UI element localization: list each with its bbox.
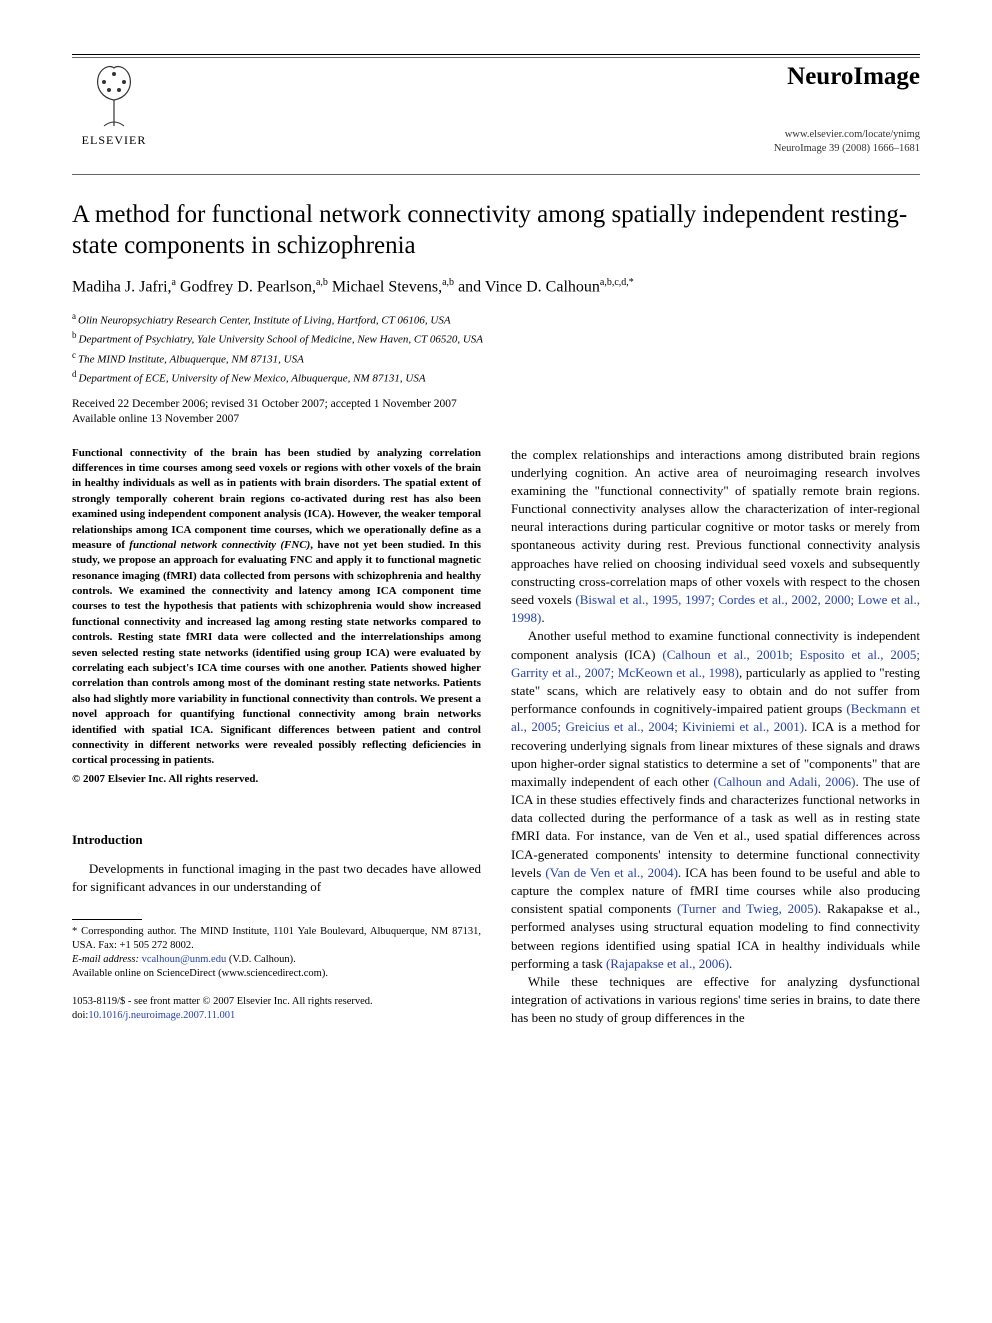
affiliation-item: cThe MIND Institute, Albuquerque, NM 871… xyxy=(72,349,920,368)
journal-citation: NeuroImage 39 (2008) 1666–1681 xyxy=(774,142,920,156)
intro-body: Developments in functional imaging in th… xyxy=(72,860,481,896)
doi-value[interactable]: 10.1016/j.neuroimage.2007.11.001 xyxy=(88,1010,235,1021)
affiliation-item: aOlin Neuropsychiatry Research Center, I… xyxy=(72,310,920,329)
doi-label: doi: xyxy=(72,1010,88,1021)
journal-url: www.elsevier.com/locate/ynimg xyxy=(774,128,920,142)
article-title: A method for functional network connecti… xyxy=(72,199,920,262)
journal-block: NeuroImage www.elsevier.com/locate/ynimg… xyxy=(774,60,920,156)
period-2: . xyxy=(729,956,732,971)
col2-para-3: While these techniques are effective for… xyxy=(511,973,920,1028)
authors-line: Madiha J. Jafri,a Godfrey D. Pearlson,a,… xyxy=(72,276,920,298)
right-column: the complex relationships and interactio… xyxy=(511,446,920,1028)
footnote-sciencedirect: Available online on ScienceDirect (www.s… xyxy=(72,967,481,981)
footnotes: * Corresponding author. The MIND Institu… xyxy=(72,925,481,982)
journal-name: NeuroImage xyxy=(774,60,920,94)
publisher-name: ELSEVIER xyxy=(72,132,156,148)
affiliation-item: dDepartment of ECE, University of New Me… xyxy=(72,368,920,387)
header-rule-top-2 xyxy=(72,57,920,58)
article-dates: Received 22 December 2006; revised 31 Oc… xyxy=(72,397,920,428)
cite-calhoun-adali[interactable]: (Calhoun and Adali, 2006) xyxy=(713,774,855,789)
bottom-block: 1053-8119/$ - see front matter © 2007 El… xyxy=(72,995,481,1023)
copyright-line: © 2007 Elsevier Inc. All rights reserved… xyxy=(72,772,481,787)
cite-rajapakse[interactable]: (Rajapakse et al., 2006) xyxy=(606,956,729,971)
doi-line: doi:10.1016/j.neuroimage.2007.11.001 xyxy=(72,1009,481,1023)
affiliation-item: bDepartment of Psychiatry, Yale Universi… xyxy=(72,329,920,348)
dates-received: Received 22 December 2006; revised 31 Oc… xyxy=(72,397,920,413)
col2-para-2: Another useful method to examine functio… xyxy=(511,627,920,973)
two-column-body: Functional connectivity of the brain has… xyxy=(72,446,920,1028)
footnote-email-label: E-mail address: xyxy=(72,954,139,965)
col2-para-1-text: the complex relationships and interactio… xyxy=(511,447,920,608)
footnote-email-attrib: (V.D. Calhoun). xyxy=(229,954,296,965)
period-1: . xyxy=(541,610,544,625)
affiliations-list: aOlin Neuropsychiatry Research Center, I… xyxy=(72,310,920,387)
intro-heading: Introduction xyxy=(72,831,481,849)
right-body: the complex relationships and interactio… xyxy=(511,446,920,1028)
abstract: Functional connectivity of the brain has… xyxy=(72,446,481,769)
header-rule-bottom xyxy=(72,174,920,175)
col2-para-1: the complex relationships and interactio… xyxy=(511,446,920,628)
front-matter-line: 1053-8119/$ - see front matter © 2007 El… xyxy=(72,995,481,1009)
footnote-email[interactable]: vcalhoun@unm.edu xyxy=(142,954,227,965)
intro-para-1: Developments in functional imaging in th… xyxy=(72,860,481,896)
elsevier-tree-icon xyxy=(82,58,146,130)
page-header: ELSEVIER NeuroImage www.elsevier.com/loc… xyxy=(72,58,920,156)
header-rule-top xyxy=(72,54,920,55)
publisher-block: ELSEVIER xyxy=(72,58,156,148)
cite-turner[interactable]: (Turner and Twieg, 2005) xyxy=(677,901,818,916)
footnote-email-line: E-mail address: vcalhoun@unm.edu (V.D. C… xyxy=(72,953,481,967)
left-column: Functional connectivity of the brain has… xyxy=(72,446,481,1028)
footnote-corresponding: * Corresponding author. The MIND Institu… xyxy=(72,925,481,953)
footnote-rule xyxy=(72,919,142,920)
cite-van-de-ven[interactable]: (Van de Ven et al., 2004) xyxy=(545,865,678,880)
dates-online: Available online 13 November 2007 xyxy=(72,412,920,428)
